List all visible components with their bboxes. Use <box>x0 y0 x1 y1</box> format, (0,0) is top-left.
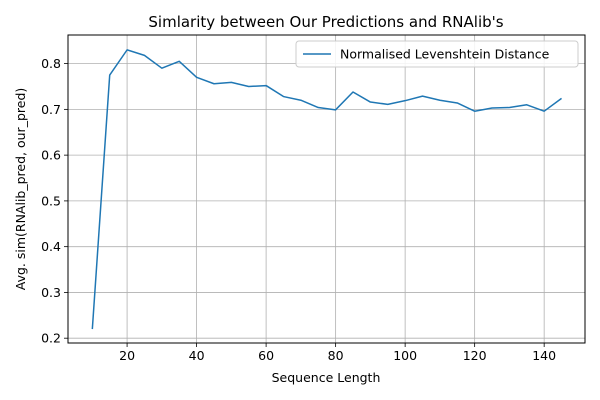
data-point <box>283 96 285 98</box>
data-point <box>491 107 493 109</box>
y-tick-label: 0.8 <box>41 56 61 71</box>
plot-frame <box>67 34 586 344</box>
data-point <box>526 104 528 106</box>
y-tick-label: 0.6 <box>41 148 61 163</box>
data-point <box>196 77 198 79</box>
data-point <box>561 98 563 100</box>
data-point <box>144 55 146 57</box>
data-point <box>474 110 476 112</box>
data-point <box>352 91 354 93</box>
data-point <box>543 110 545 112</box>
y-tick-label: 0.2 <box>41 331 61 346</box>
x-tick-label: 40 <box>189 348 205 363</box>
x-tick-label: 60 <box>258 348 274 363</box>
data-point <box>387 104 389 106</box>
y-axis-label: Avg. sim(RNAlib_pred, our_pred) <box>13 88 28 290</box>
legend: Normalised Levenshtein Distance <box>295 40 579 68</box>
legend-label: Normalised Levenshtein Distance <box>340 47 550 62</box>
data-point <box>456 102 458 104</box>
y-tick-label: 0.4 <box>41 239 61 254</box>
series-layer <box>91 49 563 330</box>
data-point <box>300 99 302 101</box>
x-tick-label: 120 <box>463 348 487 363</box>
data-point <box>248 86 250 88</box>
chart-title: Simlarity between Our Predictions and RN… <box>148 13 503 31</box>
data-point <box>178 61 180 63</box>
y-tick-label: 0.5 <box>41 193 61 208</box>
data-point <box>439 99 441 101</box>
x-tick-label: 20 <box>119 348 135 363</box>
x-tick-label: 80 <box>328 348 344 363</box>
data-point <box>161 67 163 69</box>
data-point <box>231 82 233 84</box>
data-point <box>109 74 111 76</box>
data-point <box>422 95 424 97</box>
x-tick-label: 100 <box>393 348 417 363</box>
data-point <box>213 83 215 85</box>
y-tick-label: 0.3 <box>41 285 61 300</box>
legend-box <box>295 40 579 68</box>
data-point <box>92 328 94 330</box>
data-point <box>126 49 128 51</box>
data-point <box>265 85 267 87</box>
data-point <box>335 109 337 111</box>
series-line <box>91 49 562 330</box>
data-point <box>509 107 511 109</box>
x-tick-label: 140 <box>532 348 556 363</box>
y-tick-label: 0.7 <box>41 102 61 117</box>
x-axis-label: Sequence Length <box>272 370 381 385</box>
data-point <box>404 100 406 102</box>
data-point <box>317 107 319 109</box>
data-point <box>370 101 372 103</box>
axis-ticks: 20 40 60 80 100 120 140 0.2 0.3 0.4 0.5 0.6 0.7 0.8 <box>41 56 556 363</box>
